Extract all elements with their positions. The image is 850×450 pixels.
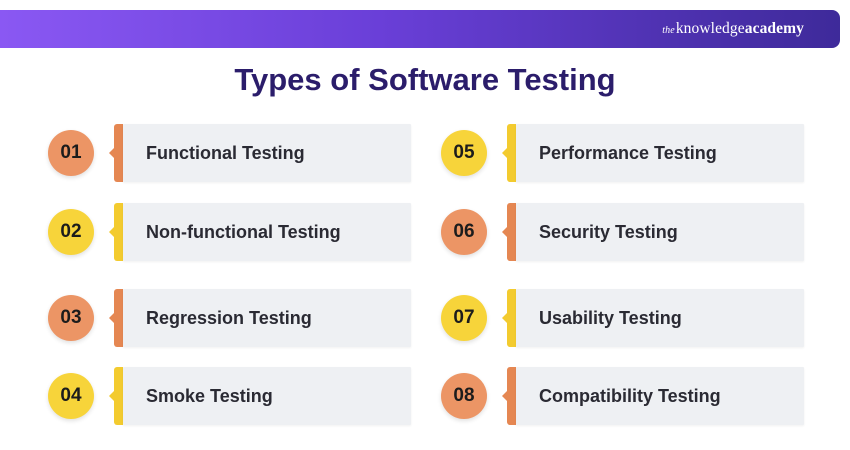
number-badge: 07	[441, 295, 487, 341]
number-badge: 08	[441, 373, 487, 419]
item-card	[516, 203, 804, 261]
item-label: Compatibility Testing	[539, 386, 721, 406]
testing-type-item-4: Smoke Testing 04	[48, 367, 416, 427]
item-tab	[502, 367, 516, 425]
testing-type-item-8: Compatibility Testing 08	[441, 367, 809, 427]
brand-logo: theknowledgeacademy	[662, 10, 804, 48]
item-tab	[109, 124, 123, 182]
item-card	[516, 289, 804, 347]
item-card	[123, 124, 411, 182]
item-card	[123, 203, 411, 261]
number-badge: 06	[441, 209, 487, 255]
item-label: Functional Testing	[146, 143, 305, 163]
item-tab	[109, 203, 123, 261]
testing-type-item-2: Non-functional Testing 02	[48, 203, 416, 263]
testing-type-item-5: Performance Testing 05	[441, 124, 809, 184]
item-card	[123, 367, 411, 425]
item-card	[516, 124, 804, 182]
item-label: Regression Testing	[146, 308, 312, 328]
number-badge: 03	[48, 295, 94, 341]
item-tab	[109, 367, 123, 425]
item-card	[516, 367, 804, 425]
item-label: Usability Testing	[539, 308, 682, 328]
number-badge: 04	[48, 373, 94, 419]
number-badge: 02	[48, 209, 94, 255]
header-banner: theknowledgeacademy	[0, 10, 840, 48]
page-title: Types of Software Testing	[234, 62, 616, 97]
testing-type-item-3: Regression Testing 03	[48, 289, 416, 349]
brand-prefix: the	[662, 25, 675, 36]
brand-name-bold: academy	[744, 20, 804, 37]
item-label: Performance Testing	[539, 143, 717, 163]
testing-type-item-6: Security Testing 06	[441, 203, 809, 263]
brand-name-regular: knowledge	[675, 20, 745, 37]
number-badge: 05	[441, 130, 487, 176]
item-card	[123, 289, 411, 347]
item-label: Security Testing	[539, 222, 678, 242]
item-tab	[502, 289, 516, 347]
item-label: Non-functional Testing	[146, 222, 341, 242]
item-tab	[502, 203, 516, 261]
item-tab	[109, 289, 123, 347]
number-badge: 01	[48, 130, 94, 176]
testing-type-item-7: Usability Testing 07	[441, 289, 809, 349]
testing-type-item-1: Functional Testing 01	[48, 124, 416, 184]
item-tab	[502, 124, 516, 182]
item-label: Smoke Testing	[146, 386, 273, 406]
